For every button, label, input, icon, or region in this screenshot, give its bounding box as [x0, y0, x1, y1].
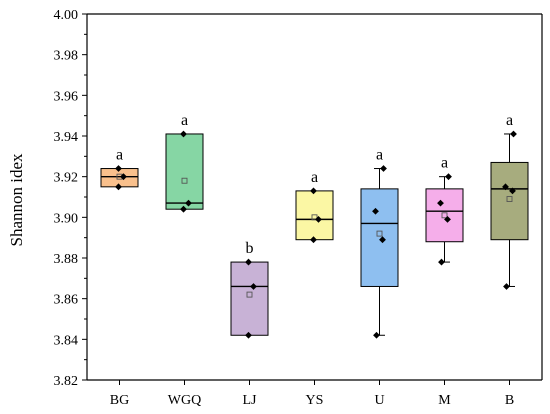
data-point [315, 215, 322, 223]
box [100, 168, 139, 188]
mean-marker [311, 214, 318, 221]
x-tick-label: BG [110, 393, 129, 408]
box-group-bg: a [100, 147, 139, 191]
data-point [379, 236, 386, 244]
significance-letter: a [181, 112, 188, 129]
data-point [445, 173, 452, 181]
data-point [250, 283, 257, 290]
boxes: a a b a a a a [100, 112, 529, 339]
x-tick-label: M [438, 393, 451, 408]
data-point [509, 187, 516, 195]
mean-marker [246, 291, 253, 298]
x-tick-label: LJ [243, 393, 258, 408]
data-point [115, 165, 122, 172]
data-point [372, 207, 379, 215]
data-point [503, 283, 510, 290]
x-tick-label: B [505, 393, 514, 408]
mean-marker [441, 212, 448, 219]
y-tick-label: 4.00 [54, 8, 79, 23]
y-tick-label: 3.94 [54, 130, 79, 145]
box [295, 190, 334, 241]
box [490, 161, 529, 241]
significance-letter: a [116, 147, 123, 164]
mean-marker [506, 196, 513, 202]
data-point [502, 183, 509, 191]
data-point [115, 183, 122, 191]
data-point [510, 130, 517, 138]
significance-letter: a [311, 169, 318, 186]
box-group-lj: b [230, 240, 269, 339]
y-tick-label: 3.84 [54, 333, 79, 348]
box-group-m: a [425, 155, 464, 266]
box [230, 261, 269, 336]
x-tick-label: WGQ [168, 393, 201, 408]
data-point [185, 199, 192, 207]
data-point [180, 205, 187, 213]
data-point [444, 215, 451, 223]
data-point [310, 187, 317, 195]
box-group-b: a [490, 112, 529, 290]
data-point [120, 173, 127, 181]
box-group-u: a [360, 147, 399, 339]
data-point [310, 236, 317, 244]
mean-marker [376, 230, 383, 237]
significance-letter: b [246, 240, 254, 257]
significance-letter: a [376, 147, 383, 164]
y-axis-label: Shannon idex [7, 153, 26, 247]
mean-marker [181, 177, 188, 184]
box [425, 188, 464, 243]
box [360, 188, 399, 287]
data-point [380, 165, 387, 172]
box-group-wgq: a [165, 112, 204, 213]
significance-letter: a [441, 155, 448, 172]
data-point [438, 258, 445, 266]
significance-letter: a [506, 112, 513, 129]
x-tick-label: YS [306, 393, 324, 408]
x-tick-label: U [374, 393, 384, 408]
data-point [437, 199, 444, 207]
data-point [245, 258, 252, 266]
box [165, 133, 204, 210]
data-point [245, 331, 252, 339]
y-tick-label: 3.98 [54, 49, 79, 64]
data-point [373, 331, 380, 339]
box-group-ys: a [295, 169, 334, 244]
y-tick-label: 3.82 [54, 374, 79, 389]
data-point [180, 130, 187, 138]
y-tick-label: 3.96 [54, 89, 79, 104]
y-tick-label: 3.92 [54, 171, 79, 186]
y-tick-label: 3.88 [54, 252, 79, 267]
axes: 3.82 3.84 3.86 3.88 3.90 3.92 3.94 3.96 3.98 4.00… [54, 8, 543, 408]
y-tick-label: 3.86 [54, 293, 79, 308]
y-tick-label: 3.90 [54, 211, 79, 226]
